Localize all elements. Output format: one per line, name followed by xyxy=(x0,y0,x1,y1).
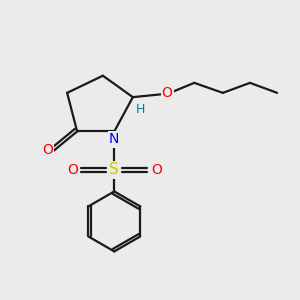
Text: S: S xyxy=(110,163,119,178)
Text: O: O xyxy=(162,86,172,100)
Text: O: O xyxy=(151,163,162,177)
Text: O: O xyxy=(67,163,78,177)
Text: O: O xyxy=(42,143,53,157)
Text: H: H xyxy=(136,103,146,116)
Text: N: N xyxy=(109,132,119,146)
